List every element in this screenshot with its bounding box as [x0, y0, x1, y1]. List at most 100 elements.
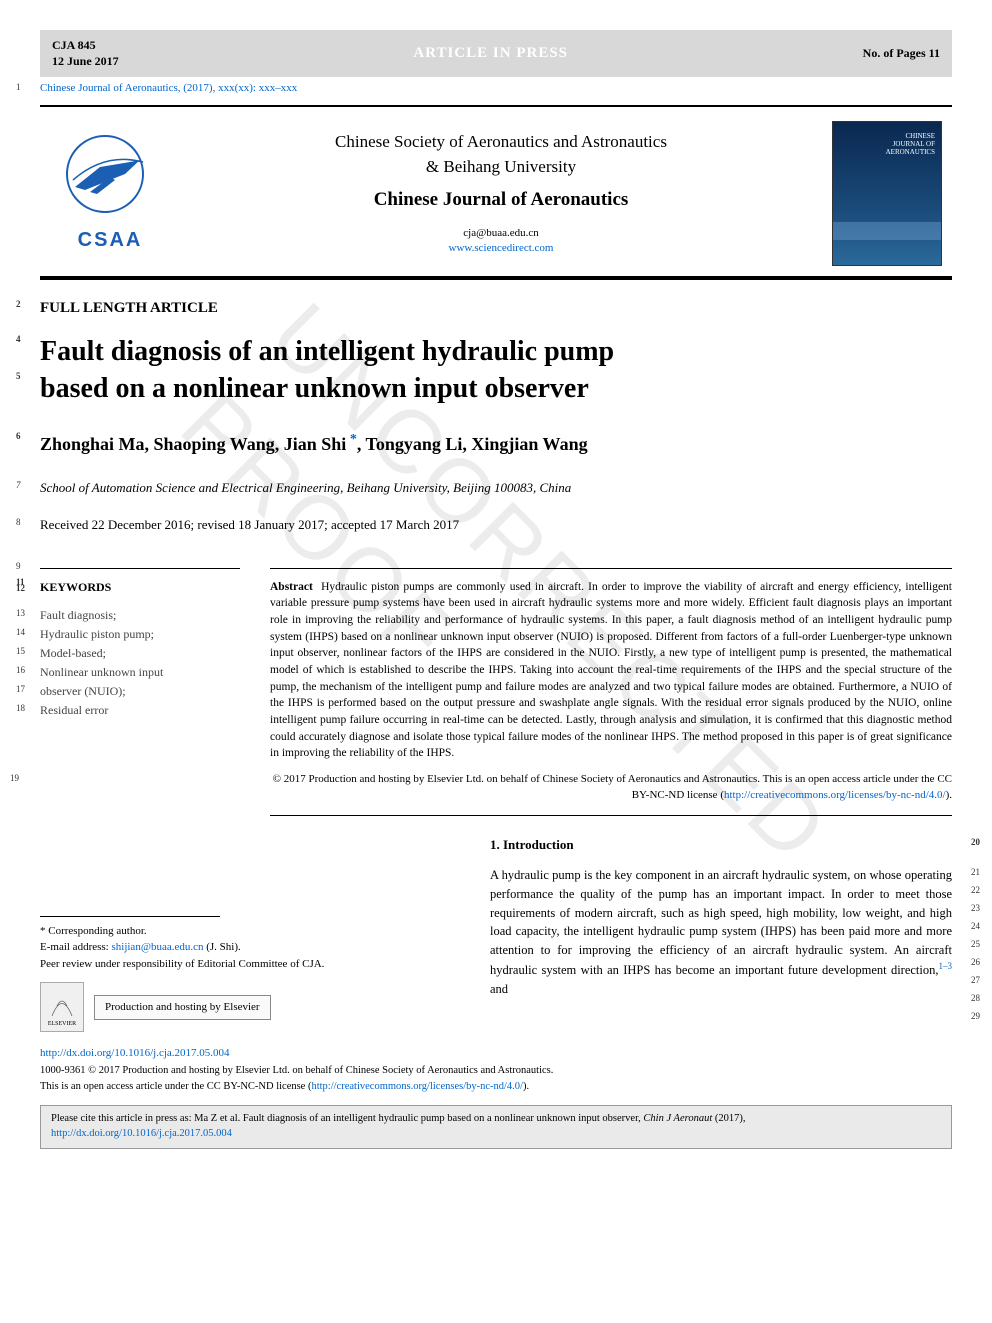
line-number: 7: [16, 479, 21, 492]
authors: 6 Zhonghai Ma, Shaoping Wang, Jian Shi *…: [40, 430, 952, 457]
author-email-link[interactable]: shijian@buaa.edu.cn: [111, 941, 203, 953]
keywords-header: 1112 KEYWORDS: [40, 579, 240, 596]
article-dates: 8 Received 22 December 2016; revised 18 …: [40, 516, 952, 534]
intro-end: and: [490, 982, 508, 996]
copyright-close: ).: [946, 789, 952, 801]
license-text: This is an open access article under the…: [40, 1081, 311, 1092]
line-number: 27: [971, 974, 980, 988]
abstract-body: Hydraulic piston pumps are commonly used…: [270, 581, 952, 760]
journal-url[interactable]: www.sciencedirect.com: [184, 241, 818, 256]
affiliation: 7 School of Automation Science and Elect…: [40, 479, 952, 497]
issn-copyright: 1000-9361 © 2017 Production and hosting …: [40, 1064, 952, 1079]
line-number: 23: [971, 902, 980, 916]
keyword-item: Nonlinear unknown input: [40, 665, 163, 679]
line-number: 4: [16, 333, 21, 345]
elsevier-production-box: ELSEVIER Production and hosting by Elsev…: [40, 982, 460, 1032]
line-number: 14: [16, 625, 25, 639]
line-number: 17: [16, 682, 25, 696]
article-type: 2 FULL LENGTH ARTICLE: [40, 298, 952, 319]
journal-email: cja@buaa.edu.cn: [184, 226, 818, 241]
title-line-1: Fault diagnosis of an intelligent hydrau…: [40, 336, 614, 367]
proof-banner: CJA 845 12 June 2017 ARTICLE IN PRESS No…: [40, 30, 952, 77]
cover-label-2: AERONAUTICS: [886, 148, 935, 156]
email-label: E-mail address:: [40, 941, 111, 953]
keyword-item: Hydraulic piston pump;: [40, 627, 154, 641]
authors-part2: , Tongyang Li, Xingjian Wang: [357, 434, 588, 454]
society-name-2: & Beihang University: [184, 155, 818, 179]
header-center: Chinese Society of Aeronautics and Astro…: [184, 130, 818, 257]
csaa-logo-icon: [55, 132, 165, 222]
copyright-block: 19 © 2017 Production and hosting by Else…: [270, 772, 952, 803]
line-number: 24: [971, 920, 980, 934]
line-number: 21: [971, 866, 980, 880]
society-name-1: Chinese Society of Aeronautics and Astro…: [184, 130, 818, 154]
article-title: 4 Fault diagnosis of an intelligent hydr…: [40, 333, 952, 409]
banner-left: CJA 845 12 June 2017: [52, 38, 119, 69]
corresponding-mark: *: [346, 432, 357, 447]
article-code: CJA 845: [52, 38, 119, 54]
line-number: 25: [971, 938, 980, 952]
journal-ref-text: Chinese Journal of Aeronautics, (2017), …: [40, 82, 297, 94]
citation-ref[interactable]: 1–3: [939, 961, 953, 971]
footer-separator: [40, 916, 220, 917]
line-number: 16: [16, 663, 25, 677]
authors-part1: Zhonghai Ma, Shaoping Wang, Jian Shi: [40, 434, 346, 454]
article-date: 12 June 2017: [52, 54, 119, 70]
cover-label-0: CHINESE: [886, 132, 935, 140]
dates-text: Received 22 December 2016; revised 18 Ja…: [40, 517, 459, 532]
banner-center: ARTICLE IN PRESS: [413, 43, 568, 64]
journal-name: Chinese Journal of Aeronautics: [184, 187, 818, 214]
cover-label-1: JOURNAL OF: [886, 140, 935, 148]
license-link[interactable]: http://creativecommons.org/licenses/by-n…: [311, 1081, 523, 1092]
production-hosting-box: Production and hosting by Elsevier: [94, 995, 271, 1020]
line-number: 1112: [16, 579, 25, 592]
line-number: 5: [16, 370, 21, 382]
license-close: ).: [523, 1081, 529, 1092]
line-number: 20: [971, 836, 980, 849]
keywords-column: 1112 KEYWORDS 13Fault diagnosis; 14Hydra…: [40, 568, 240, 816]
doi-link[interactable]: http://dx.doi.org/10.1016/j.cja.2017.05.…: [40, 1046, 952, 1061]
peer-review-note: Peer review under responsibility of Edit…: [40, 956, 460, 973]
keyword-item: Residual error: [40, 703, 108, 717]
line-number: 13: [16, 606, 25, 620]
intro-paragraph: A hydraulic pump is the key component in…: [490, 866, 952, 998]
corresponding-author-note: * Corresponding author.: [40, 923, 460, 940]
section-heading: 1. Introduction 20: [490, 836, 952, 854]
email-name: (J. Shi).: [203, 941, 240, 953]
keyword-item: Model-based;: [40, 646, 106, 660]
elsevier-logo-icon: ELSEVIER: [40, 982, 84, 1032]
footer-column: * Corresponding author. E-mail address: …: [40, 836, 460, 1033]
title-line-2: based on a nonlinear unknown input obser…: [40, 373, 589, 404]
keyword-item: Fault diagnosis;: [40, 608, 116, 622]
keywords-list: 13Fault diagnosis; 14Hydraulic piston pu…: [40, 606, 240, 721]
line-number: 15: [16, 644, 25, 658]
introduction-column: 1. Introduction 20 A hydraulic pump is t…: [490, 836, 952, 1033]
cite-doi-link[interactable]: http://dx.doi.org/10.1016/j.cja.2017.05.…: [51, 1128, 232, 1139]
line-number: 18: [16, 701, 25, 715]
journal-reference: 1 Chinese Journal of Aeronautics, (2017)…: [40, 81, 952, 96]
line-number: 9: [16, 560, 21, 573]
line-number: 2: [16, 298, 21, 311]
csaa-logo-block: CSAA: [50, 128, 170, 258]
abstract-text: Abstract Hydraulic piston pumps are comm…: [270, 579, 952, 762]
line-number: 1: [16, 81, 21, 94]
cite-journal: Chin J Aeronaut: [643, 1113, 712, 1124]
citation-box: Please cite this article in press as: Ma…: [40, 1105, 952, 1148]
intro-header-text: 1. Introduction: [490, 837, 574, 852]
abstract-column: Abstract Hydraulic piston pumps are comm…: [270, 568, 952, 816]
license-line: This is an open access article under the…: [40, 1080, 952, 1095]
page-count: No. of Pages 11: [863, 45, 940, 62]
cc-license-link[interactable]: http://creativecommons.org/licenses/by-n…: [724, 789, 946, 801]
elsevier-text: ELSEVIER: [48, 1020, 76, 1028]
cite-year: (2017),: [712, 1113, 745, 1124]
intro-row: * Corresponding author. E-mail address: …: [40, 836, 952, 1033]
line-number: 28: [971, 992, 980, 1006]
keywords-header-text: KEYWORDS: [40, 580, 111, 594]
line-number: 6: [16, 430, 21, 443]
line-number: 8: [16, 516, 21, 529]
line-number: 22: [971, 884, 980, 898]
csaa-logo-text: CSAA: [78, 226, 143, 254]
keywords-abstract-row: 1112 KEYWORDS 13Fault diagnosis; 14Hydra…: [40, 568, 952, 816]
keyword-item: observer (NUIO);: [40, 684, 126, 698]
cite-text: Please cite this article in press as: Ma…: [51, 1113, 643, 1124]
